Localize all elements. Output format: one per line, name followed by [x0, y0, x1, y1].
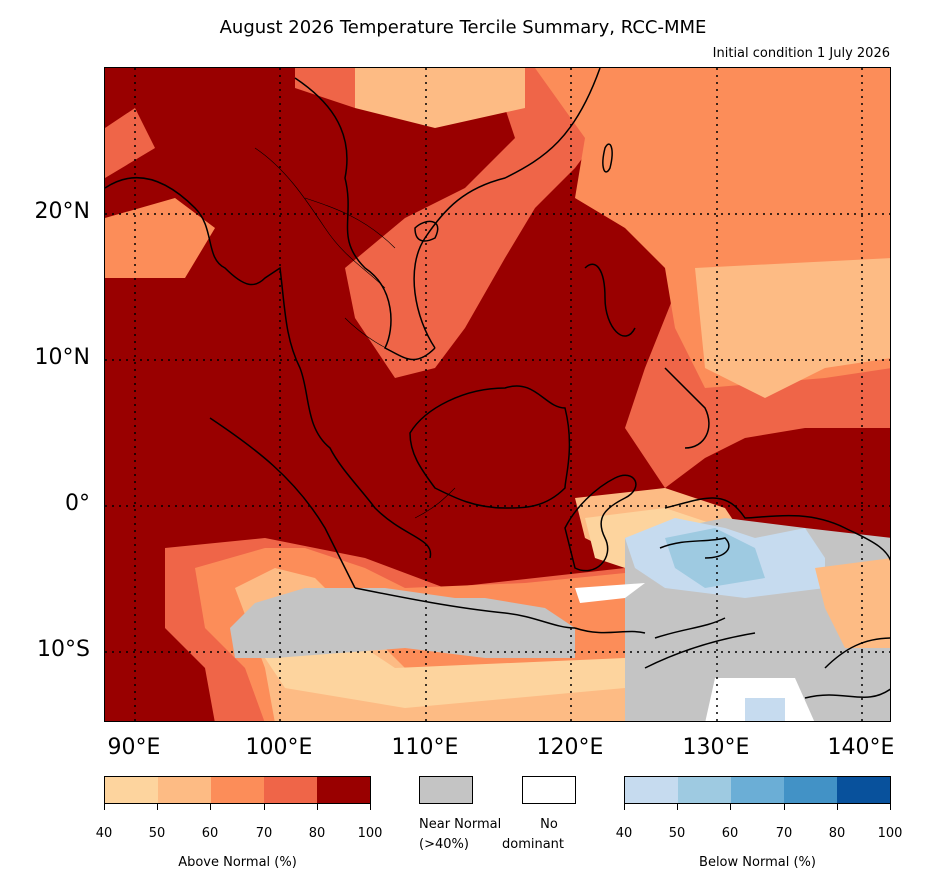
- lat-label-0: 0°: [65, 491, 90, 516]
- tickmark: [104, 804, 105, 810]
- country-borders: [254, 147, 456, 519]
- no-dominant-label-line1: No: [540, 817, 558, 832]
- region-above-70-80-west: [105, 108, 155, 178]
- region-above-50-60-east: [355, 68, 525, 128]
- below-swatch-80-100: [837, 777, 890, 803]
- tickmark: [370, 804, 371, 810]
- region-below-40-50-southeast: [745, 698, 785, 721]
- tickmark: [157, 804, 158, 810]
- lat-label-10n: 10°N: [34, 345, 90, 370]
- above-swatch-40-50: [105, 777, 158, 803]
- map-canvas: [105, 68, 890, 721]
- below-normal-colorbar: [624, 776, 891, 804]
- no-dominant-swatch: [522, 776, 576, 804]
- tickmark: [730, 804, 731, 810]
- near-normal-label-line2: (>40%): [419, 837, 469, 852]
- near-normal-label-line1: Near Normal: [419, 817, 502, 832]
- lat-label-10s: 10°S: [37, 637, 90, 662]
- lat-label-20n: 20°N: [34, 199, 90, 224]
- above-tick-label: 40: [95, 826, 113, 841]
- no-dominant-label-line2: dominant: [502, 837, 565, 852]
- lon-label-90e: 90°E: [107, 735, 161, 760]
- below-tick-label: 60: [721, 826, 739, 841]
- tickmark: [784, 804, 785, 810]
- tickmark: [677, 804, 678, 810]
- above-swatch-50-60: [158, 777, 211, 803]
- tickmark: [837, 804, 838, 810]
- below-tick-label: 80: [828, 826, 846, 841]
- below-swatch-60-70: [731, 777, 784, 803]
- above-tick-label: 80: [308, 826, 326, 841]
- tickmark: [624, 804, 625, 810]
- tickmark: [890, 804, 891, 810]
- initial-condition-note: Initial condition 1 July 2026: [712, 46, 890, 61]
- below-tick-label: 100: [877, 826, 903, 841]
- above-swatch-80-100: [317, 777, 370, 803]
- above-swatch-70-80: [264, 777, 317, 803]
- above-tick-label: 60: [201, 826, 219, 841]
- coastlines: [105, 68, 890, 699]
- region-near-normal-south-java: [230, 588, 575, 658]
- above-tick-label: 100: [357, 826, 383, 841]
- below-tick-label: 50: [668, 826, 686, 841]
- above-normal-label: Above Normal (%): [178, 855, 297, 870]
- lon-label-140e: 140°E: [827, 735, 895, 760]
- tickmark: [317, 804, 318, 810]
- graticule: [105, 68, 890, 721]
- below-swatch-50-60: [678, 777, 731, 803]
- above-normal-colorbar: [104, 776, 371, 804]
- lon-label-120e: 120°E: [536, 735, 604, 760]
- map-title: August 2026 Temperature Tercile Summary,…: [219, 17, 707, 38]
- lon-label-110e: 110°E: [391, 735, 459, 760]
- above-swatch-60-70: [211, 777, 264, 803]
- above-tick-label: 70: [255, 826, 273, 841]
- below-swatch-70-80: [784, 777, 837, 803]
- below-normal-label: Below Normal (%): [699, 855, 816, 870]
- tercile-map: [104, 67, 891, 722]
- region-above-50-60-arafura: [815, 558, 890, 648]
- tickmark: [210, 804, 211, 810]
- below-tick-label: 70: [775, 826, 793, 841]
- below-swatch-40-50: [625, 777, 678, 803]
- below-tick-label: 40: [615, 826, 633, 841]
- region-no-dominant-east: [575, 583, 645, 603]
- region-above-60-70-west: [105, 198, 215, 278]
- tickmark: [264, 804, 265, 810]
- region-above-70-80-north: [295, 68, 605, 378]
- lon-label-130e: 130°E: [682, 735, 750, 760]
- region-above-50-60-philippine-sea: [695, 258, 890, 398]
- above-tick-label: 50: [148, 826, 166, 841]
- region-below-50-60-banda: [665, 528, 765, 588]
- near-normal-swatch: [419, 776, 473, 804]
- lon-label-100e: 100°E: [245, 735, 313, 760]
